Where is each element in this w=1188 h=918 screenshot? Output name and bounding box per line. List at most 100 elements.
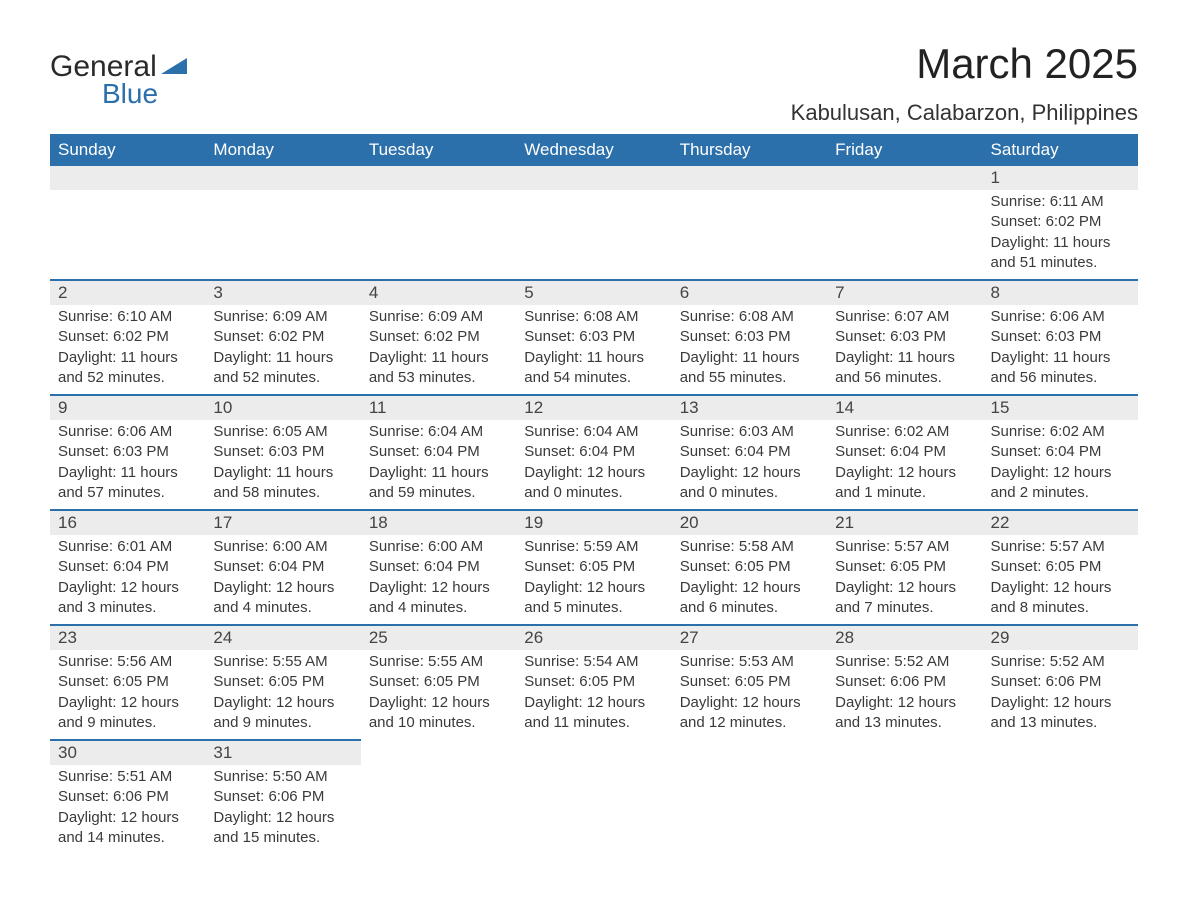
daylight-value: Daylight: 12 hours and 11 minutes. [524,693,663,734]
sunrise-value: Sunrise: 6:02 AM [835,422,974,442]
day-number-cell [361,740,516,765]
day-detail-cell: Sunrise: 6:11 AMSunset: 6:02 PMDaylight:… [983,190,1138,280]
sunrise-value: Sunrise: 5:57 AM [991,537,1130,557]
sunrise-value: Sunrise: 6:04 AM [524,422,663,442]
sunrise-value: Sunrise: 5:55 AM [213,652,352,672]
weekday-header: Sunday [50,134,205,166]
day-detail-cell: Sunrise: 5:57 AMSunset: 6:05 PMDaylight:… [983,535,1138,625]
day-number-cell: 31 [205,740,360,765]
day-detail-row: Sunrise: 5:51 AMSunset: 6:06 PMDaylight:… [50,765,1138,854]
day-detail-cell: Sunrise: 6:06 AMSunset: 6:03 PMDaylight:… [983,305,1138,395]
daylight-value: Daylight: 11 hours and 51 minutes. [991,233,1130,274]
day-number-cell: 28 [827,625,982,650]
daylight-value: Daylight: 12 hours and 5 minutes. [524,578,663,619]
day-number-cell [516,166,671,190]
sunrise-value: Sunrise: 6:05 AM [213,422,352,442]
day-detail-cell [50,190,205,280]
day-number-cell: 3 [205,280,360,305]
daylight-value: Daylight: 11 hours and 58 minutes. [213,463,352,504]
sunset-value: Sunset: 6:06 PM [991,672,1130,692]
day-detail-cell: Sunrise: 5:54 AMSunset: 6:05 PMDaylight:… [516,650,671,740]
daylight-value: Daylight: 12 hours and 9 minutes. [58,693,197,734]
day-number-cell: 23 [50,625,205,650]
day-number-cell: 2 [50,280,205,305]
day-detail-cell: Sunrise: 6:03 AMSunset: 6:04 PMDaylight:… [672,420,827,510]
day-number-cell [983,740,1138,765]
day-number-cell: 22 [983,510,1138,535]
day-number-cell [672,166,827,190]
sunset-value: Sunset: 6:05 PM [680,557,819,577]
daylight-value: Daylight: 12 hours and 4 minutes. [213,578,352,619]
sunset-value: Sunset: 6:03 PM [58,442,197,462]
sunset-value: Sunset: 6:02 PM [58,327,197,347]
day-detail-cell: Sunrise: 6:02 AMSunset: 6:04 PMDaylight:… [983,420,1138,510]
day-number-cell: 25 [361,625,516,650]
sunset-value: Sunset: 6:04 PM [835,442,974,462]
daylight-value: Daylight: 11 hours and 52 minutes. [213,348,352,389]
day-number-row: 2345678 [50,280,1138,305]
sunset-value: Sunset: 6:05 PM [369,672,508,692]
sunset-value: Sunset: 6:05 PM [524,557,663,577]
day-detail-cell [672,765,827,854]
day-number-row: 23242526272829 [50,625,1138,650]
sunset-value: Sunset: 6:04 PM [213,557,352,577]
day-detail-cell: Sunrise: 6:04 AMSunset: 6:04 PMDaylight:… [516,420,671,510]
day-detail-cell: Sunrise: 6:09 AMSunset: 6:02 PMDaylight:… [361,305,516,395]
day-detail-row: Sunrise: 6:11 AMSunset: 6:02 PMDaylight:… [50,190,1138,280]
day-number-cell: 13 [672,395,827,420]
sunset-value: Sunset: 6:05 PM [991,557,1130,577]
sunset-value: Sunset: 6:06 PM [835,672,974,692]
sunrise-value: Sunrise: 6:07 AM [835,307,974,327]
daylight-value: Daylight: 12 hours and 15 minutes. [213,808,352,849]
day-number-cell: 29 [983,625,1138,650]
day-detail-cell [516,765,671,854]
sunset-value: Sunset: 6:03 PM [835,327,974,347]
day-detail-cell: Sunrise: 6:01 AMSunset: 6:04 PMDaylight:… [50,535,205,625]
day-detail-cell [516,190,671,280]
daylight-value: Daylight: 12 hours and 6 minutes. [680,578,819,619]
sunset-value: Sunset: 6:04 PM [524,442,663,462]
day-detail-cell [827,765,982,854]
sunset-value: Sunset: 6:03 PM [991,327,1130,347]
sunrise-value: Sunrise: 6:03 AM [680,422,819,442]
day-detail-cell [205,190,360,280]
daylight-value: Daylight: 11 hours and 53 minutes. [369,348,508,389]
daylight-value: Daylight: 11 hours and 57 minutes. [58,463,197,504]
day-number-cell: 14 [827,395,982,420]
sunset-value: Sunset: 6:02 PM [991,212,1130,232]
day-number-cell [827,740,982,765]
day-detail-cell: Sunrise: 5:52 AMSunset: 6:06 PMDaylight:… [983,650,1138,740]
daylight-value: Daylight: 12 hours and 13 minutes. [991,693,1130,734]
sunset-value: Sunset: 6:06 PM [58,787,197,807]
sunrise-value: Sunrise: 5:58 AM [680,537,819,557]
day-detail-cell: Sunrise: 6:08 AMSunset: 6:03 PMDaylight:… [672,305,827,395]
day-detail-row: Sunrise: 6:01 AMSunset: 6:04 PMDaylight:… [50,535,1138,625]
weekday-header: Thursday [672,134,827,166]
day-number-cell: 21 [827,510,982,535]
daylight-value: Daylight: 12 hours and 4 minutes. [369,578,508,619]
sunset-value: Sunset: 6:03 PM [524,327,663,347]
sunrise-value: Sunrise: 5:50 AM [213,767,352,787]
sunset-value: Sunset: 6:03 PM [213,442,352,462]
daylight-value: Daylight: 12 hours and 0 minutes. [680,463,819,504]
daylight-value: Daylight: 12 hours and 12 minutes. [680,693,819,734]
sunrise-value: Sunrise: 6:00 AM [213,537,352,557]
location-subtitle: Kabulusan, Calabarzon, Philippines [791,100,1138,126]
day-detail-cell [361,190,516,280]
sunrise-value: Sunrise: 5:56 AM [58,652,197,672]
day-detail-cell: Sunrise: 5:50 AMSunset: 6:06 PMDaylight:… [205,765,360,854]
daylight-value: Daylight: 11 hours and 56 minutes. [835,348,974,389]
day-detail-cell: Sunrise: 5:51 AMSunset: 6:06 PMDaylight:… [50,765,205,854]
day-detail-cell [361,765,516,854]
daylight-value: Daylight: 12 hours and 1 minute. [835,463,974,504]
weekday-header: Saturday [983,134,1138,166]
day-detail-cell: Sunrise: 5:59 AMSunset: 6:05 PMDaylight:… [516,535,671,625]
sunset-value: Sunset: 6:05 PM [835,557,974,577]
day-detail-cell: Sunrise: 6:07 AMSunset: 6:03 PMDaylight:… [827,305,982,395]
weekday-header-row: Sunday Monday Tuesday Wednesday Thursday… [50,134,1138,166]
sunset-value: Sunset: 6:04 PM [369,442,508,462]
day-detail-cell: Sunrise: 6:09 AMSunset: 6:02 PMDaylight:… [205,305,360,395]
sunrise-value: Sunrise: 5:52 AM [991,652,1130,672]
day-detail-cell [672,190,827,280]
sunrise-value: Sunrise: 6:09 AM [213,307,352,327]
